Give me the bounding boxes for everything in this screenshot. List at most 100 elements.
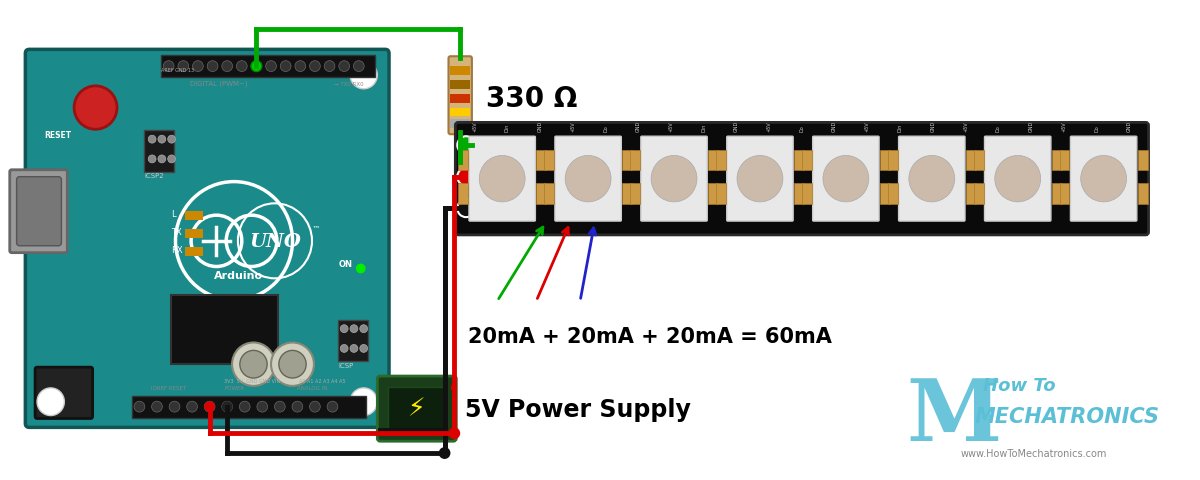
FancyBboxPatch shape	[25, 50, 389, 428]
Bar	[536, 150, 546, 171]
Text: 5V Power Supply: 5V Power Supply	[466, 397, 691, 421]
Circle shape	[350, 388, 377, 416]
Circle shape	[158, 136, 166, 144]
Bar	[536, 183, 546, 204]
FancyBboxPatch shape	[812, 137, 880, 222]
Text: Arduino: Arduino	[215, 271, 264, 281]
FancyBboxPatch shape	[1070, 137, 1136, 222]
Bar	[802, 150, 811, 171]
Bar	[161, 56, 376, 78]
Circle shape	[163, 61, 174, 72]
Circle shape	[292, 401, 302, 412]
Text: www.HowToMechatronics.com: www.HowToMechatronics.com	[960, 448, 1106, 458]
Circle shape	[350, 345, 358, 353]
Text: +5V: +5V	[570, 121, 575, 132]
Bar	[966, 183, 976, 204]
Text: ⚡: ⚡	[408, 397, 426, 421]
Text: TX: TX	[170, 228, 181, 237]
Circle shape	[265, 61, 276, 72]
Bar	[185, 212, 203, 221]
Circle shape	[232, 343, 275, 386]
Bar	[794, 150, 804, 171]
Circle shape	[457, 168, 475, 186]
Text: M: M	[907, 374, 1002, 458]
Text: Din: Din	[701, 124, 707, 132]
FancyBboxPatch shape	[449, 57, 472, 135]
Circle shape	[251, 61, 262, 72]
Circle shape	[350, 325, 358, 333]
Text: ON: ON	[338, 259, 353, 268]
Circle shape	[169, 401, 180, 412]
Circle shape	[350, 62, 377, 90]
Text: POWER: POWER	[224, 385, 245, 390]
Text: ICSP: ICSP	[338, 362, 354, 369]
Bar	[1052, 150, 1062, 171]
Text: Do: Do	[604, 125, 608, 132]
Text: ANALOG IN: ANALOG IN	[298, 385, 328, 390]
Text: +5V: +5V	[1061, 121, 1067, 132]
Circle shape	[439, 447, 450, 459]
Bar	[458, 150, 468, 171]
Bar	[966, 150, 976, 171]
Circle shape	[236, 61, 247, 72]
Text: +5V: +5V	[964, 121, 968, 132]
Text: How To: How To	[983, 376, 1056, 394]
Text: Do: Do	[996, 125, 1001, 132]
FancyBboxPatch shape	[984, 137, 1051, 222]
Circle shape	[158, 156, 166, 164]
Text: +5V: +5V	[472, 121, 478, 132]
Text: +5V: +5V	[865, 121, 870, 132]
Text: DIGITAL (PWM~): DIGITAL (PWM~)	[190, 81, 247, 87]
Circle shape	[278, 351, 306, 378]
Circle shape	[652, 156, 697, 203]
Circle shape	[995, 156, 1040, 203]
Circle shape	[240, 351, 268, 378]
Circle shape	[737, 156, 782, 203]
Bar	[630, 150, 640, 171]
Text: 330 Ω: 330 Ω	[486, 84, 577, 112]
Bar	[185, 247, 203, 256]
Bar	[880, 183, 890, 204]
Circle shape	[341, 325, 348, 333]
Circle shape	[457, 137, 475, 155]
Circle shape	[257, 401, 268, 412]
Circle shape	[192, 61, 203, 72]
Bar	[973, 150, 984, 171]
Circle shape	[354, 61, 364, 72]
Bar	[450, 67, 470, 76]
Circle shape	[204, 401, 215, 412]
Text: 3V3  5V  GND GND VIN: 3V3 5V GND GND VIN	[224, 378, 281, 383]
Text: +5V: +5V	[668, 121, 673, 132]
Bar	[544, 183, 554, 204]
Bar	[708, 183, 718, 204]
Text: Do: Do	[799, 125, 804, 132]
Circle shape	[187, 401, 198, 412]
Circle shape	[222, 61, 233, 72]
Circle shape	[281, 61, 292, 72]
Circle shape	[222, 401, 233, 412]
Circle shape	[275, 401, 286, 412]
Circle shape	[341, 345, 348, 353]
Circle shape	[134, 401, 145, 412]
FancyBboxPatch shape	[469, 137, 535, 222]
Circle shape	[338, 61, 349, 72]
FancyBboxPatch shape	[899, 137, 965, 222]
Circle shape	[310, 61, 320, 72]
Bar	[1052, 183, 1062, 204]
Bar	[623, 183, 632, 204]
Text: +5V: +5V	[767, 121, 772, 132]
Bar	[716, 150, 726, 171]
Circle shape	[449, 428, 461, 439]
Text: GND: GND	[636, 121, 641, 132]
Text: Din: Din	[898, 124, 902, 132]
Circle shape	[457, 200, 475, 218]
Bar	[388, 387, 445, 431]
Circle shape	[168, 156, 175, 164]
Text: GND: GND	[734, 121, 739, 132]
Bar	[1060, 150, 1069, 171]
FancyBboxPatch shape	[35, 367, 92, 419]
Text: GND: GND	[1028, 121, 1033, 132]
Circle shape	[823, 156, 869, 203]
Text: IOREF RESET: IOREF RESET	[151, 385, 186, 390]
Circle shape	[178, 61, 188, 72]
